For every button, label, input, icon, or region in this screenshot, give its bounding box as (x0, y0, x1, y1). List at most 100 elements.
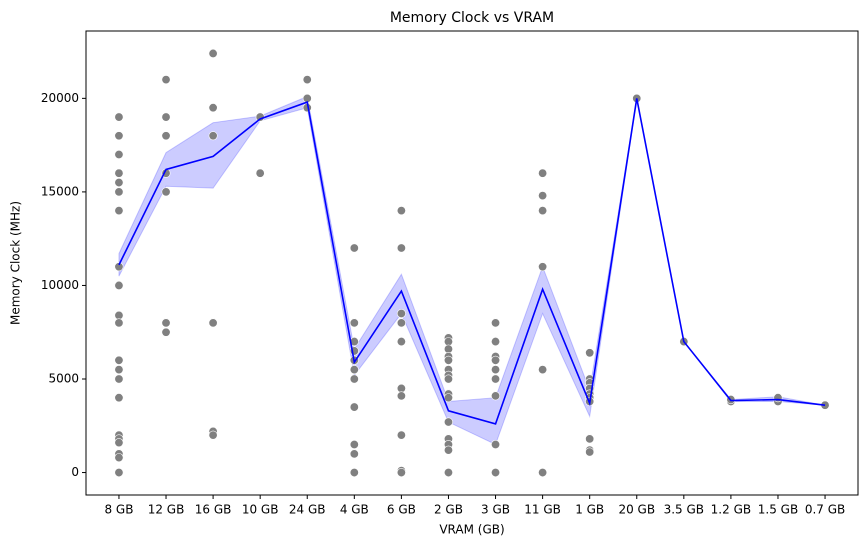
data-point (208, 103, 218, 113)
data-point (114, 149, 124, 159)
data-point (114, 310, 124, 320)
data-point (443, 344, 453, 354)
x-tick-label: 16 GB (195, 503, 232, 517)
data-point (585, 434, 595, 444)
x-tick-label: 1 GB (575, 503, 604, 517)
data-point (538, 191, 548, 201)
data-point (491, 355, 501, 365)
x-tick-label: 4 GB (340, 503, 369, 517)
data-point (443, 445, 453, 455)
data-point (114, 355, 124, 365)
data-point (585, 447, 595, 457)
chart-title: Memory Clock vs VRAM (390, 10, 554, 26)
data-point (114, 365, 124, 375)
x-tick-label: 24 GB (289, 503, 326, 517)
plot-frame (85, 30, 859, 496)
data-point (585, 348, 595, 358)
data-point (443, 374, 453, 384)
data-point (255, 168, 265, 178)
confidence-band (118, 95, 826, 446)
data-point (443, 355, 453, 365)
data-point (538, 206, 548, 216)
data-point (491, 365, 501, 375)
data-point (114, 131, 124, 141)
y-tick-label: 0 (71, 465, 79, 479)
data-point (491, 374, 501, 384)
data-point (396, 391, 406, 401)
data-point (114, 187, 124, 197)
data-point (114, 206, 124, 216)
data-point (114, 178, 124, 188)
data-point (114, 262, 124, 272)
data-point (396, 318, 406, 328)
data-point (161, 318, 171, 328)
data-point (302, 75, 312, 85)
x-tick-label: 20 GB (618, 503, 655, 517)
mean-line (118, 98, 826, 425)
data-point (114, 318, 124, 328)
data-point (114, 438, 124, 448)
data-point (491, 318, 501, 328)
data-point (538, 262, 548, 272)
data-point (114, 453, 124, 463)
data-point (491, 337, 501, 347)
data-point (208, 48, 218, 58)
data-point (349, 243, 359, 253)
data-point (396, 309, 406, 319)
data-point (538, 468, 548, 478)
data-point (538, 168, 548, 178)
data-point (114, 374, 124, 384)
x-tick-label: 1.5 GB (758, 503, 798, 517)
data-point (443, 393, 453, 403)
x-axis-label: VRAM (GB) (439, 523, 504, 537)
x-tick-label: 3.5 GB (664, 503, 704, 517)
data-point (538, 365, 548, 375)
x-tick-label: 1.2 GB (711, 503, 751, 517)
data-point (491, 439, 501, 449)
data-point (208, 318, 218, 328)
x-tick-label: 11 GB (524, 503, 561, 517)
y-tick-label: 20000 (41, 91, 79, 105)
x-tick-label: 2 GB (434, 503, 463, 517)
data-point (396, 468, 406, 478)
x-tick-label: 6 GB (387, 503, 416, 517)
data-point (114, 168, 124, 178)
x-tick-label: 3 GB (481, 503, 510, 517)
data-point (208, 430, 218, 440)
data-point (161, 131, 171, 141)
y-tick-label: 15000 (41, 184, 79, 198)
data-point (161, 327, 171, 337)
data-point (349, 449, 359, 459)
data-point (349, 468, 359, 478)
data-point (349, 402, 359, 412)
x-tick-label: 10 GB (242, 503, 279, 517)
data-point (114, 468, 124, 478)
data-point (396, 337, 406, 347)
x-tick-label: 0.7 GB (805, 503, 845, 517)
data-point (161, 112, 171, 122)
y-tick-label: 10000 (41, 278, 79, 292)
data-point (349, 439, 359, 449)
data-point (349, 318, 359, 328)
data-point (114, 280, 124, 290)
y-tick-label: 5000 (48, 372, 79, 386)
data-point (443, 417, 453, 427)
data-point (349, 365, 359, 375)
data-point (491, 468, 501, 478)
data-point (396, 206, 406, 216)
y-axis-label: Memory Clock (MHz) (9, 201, 23, 325)
data-point (443, 337, 453, 347)
data-point (396, 430, 406, 440)
data-point (396, 383, 406, 393)
data-point (161, 75, 171, 85)
data-point (161, 187, 171, 197)
data-point (349, 374, 359, 384)
data-point (396, 243, 406, 253)
x-tick-label: 8 GB (104, 503, 133, 517)
data-point (208, 131, 218, 141)
x-tick-label: 12 GB (148, 503, 185, 517)
data-point (443, 468, 453, 478)
data-point (491, 391, 501, 401)
data-point (114, 393, 124, 403)
